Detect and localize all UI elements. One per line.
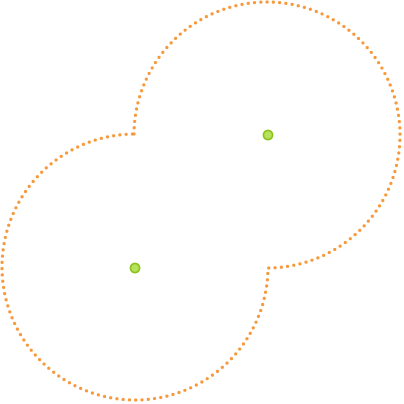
circle-center-marker-upper-right (262, 129, 274, 141)
circle-center-marker-lower-left (129, 262, 141, 274)
